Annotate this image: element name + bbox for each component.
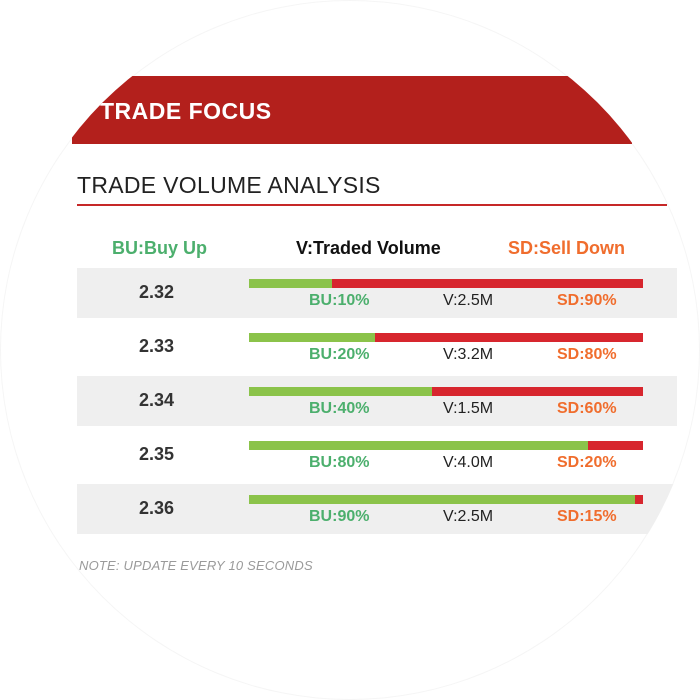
sd-percent: SD:60% — [557, 400, 617, 417]
volume-bar — [249, 441, 643, 450]
price-label: 2.33 — [139, 336, 175, 356]
bu-percent: BU:20% — [309, 346, 370, 363]
price-label: 2.32 — [139, 282, 175, 302]
table-row: 2.33 BU:20% V:3.2M SD:80% — [77, 322, 677, 372]
sd-percent: SD:15% — [557, 508, 617, 525]
volume-value: V:1.5M — [443, 400, 494, 417]
table-row: 2.36 BU:90% V:2.5M SD:15% — [77, 484, 677, 534]
buy-fill — [249, 441, 588, 450]
update-note: NOTE: UPDATE EVERY 10 SECONDS — [79, 558, 313, 573]
section-divider — [77, 204, 667, 206]
section-title: TRADE VOLUME ANALYSIS — [77, 172, 381, 198]
table-row: 2.35 BU:80% V:4.0M SD:20% — [77, 430, 677, 480]
buy-fill — [249, 387, 433, 396]
table-row: 2.32 BU:10% V:2.5M SD:90% — [77, 268, 677, 318]
volume-value: V:3.2M — [443, 346, 494, 363]
buy-fill — [249, 279, 332, 288]
table-row: 2.34 BU:40% V:1.5M SD:60% — [77, 376, 677, 426]
bu-percent: BU:90% — [309, 508, 370, 525]
banner-title: TRADE FOCUS — [100, 98, 272, 124]
legend-traded-volume: V:Traded Volume — [296, 238, 441, 258]
volume-bar — [249, 387, 643, 396]
price-label: 2.34 — [139, 390, 175, 410]
volume-bar — [249, 279, 643, 288]
volume-bar — [249, 333, 643, 342]
bu-percent: BU:40% — [309, 400, 370, 417]
volume-bar — [249, 495, 643, 504]
bu-percent: BU:80% — [309, 454, 370, 471]
volume-value: V:4.0M — [443, 454, 494, 471]
legend-sell-down: SD:Sell Down — [508, 238, 626, 258]
sd-percent: SD:20% — [557, 454, 617, 471]
buy-fill — [249, 495, 636, 504]
header-banner — [72, 76, 632, 144]
volume-value: V:2.5M — [443, 292, 494, 309]
legend-buy-up: BU:Buy Up — [112, 238, 207, 258]
sd-percent: SD:80% — [557, 346, 617, 363]
buy-fill — [249, 333, 376, 342]
volume-value: V:2.5M — [443, 508, 494, 525]
price-label: 2.35 — [139, 444, 175, 464]
sd-percent: SD:90% — [557, 292, 617, 309]
bu-percent: BU:10% — [309, 292, 370, 309]
price-label: 2.36 — [139, 498, 175, 518]
